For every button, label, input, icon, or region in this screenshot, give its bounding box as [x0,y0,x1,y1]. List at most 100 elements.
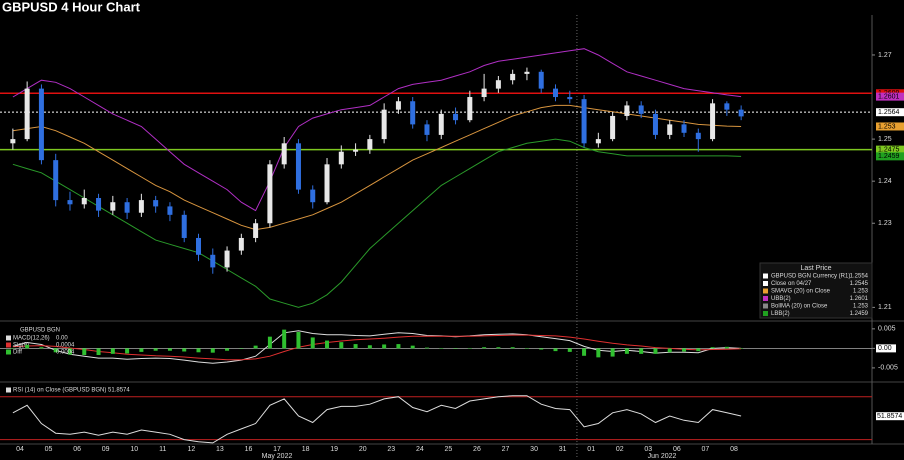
rsi-tag [876,412,904,421]
x-tick-label: 01 [587,446,595,453]
x-tick-label: 06 [73,446,81,453]
legend-swatch [763,311,768,316]
macd-bar [339,342,344,349]
macd-bar [225,348,230,351]
legend-label: Diff [13,350,22,356]
candle-body [253,223,259,238]
x-tick-label: 10 [130,446,138,453]
candle-body [181,214,187,238]
band-line [12,104,742,231]
legend-swatch [6,387,11,393]
candle-body [81,198,87,205]
candle-body [367,139,373,150]
x-tick-label: 16 [245,446,253,453]
macd-bar [210,348,215,353]
macd-bar [39,347,44,349]
legend-label: BollMA (20) on Close [771,304,828,310]
macd-bar [282,329,287,349]
legend-label: Close on 04/27 [771,281,812,287]
macd-bar [310,337,315,349]
macd-bar [424,347,429,349]
price-tag-label: 1.2459 [878,153,900,160]
candle-body [481,88,487,98]
candle-body [453,113,459,121]
macd-bar [567,348,572,352]
macd-bar [596,348,601,358]
price-tag-label: 1.253 [878,123,896,130]
candle-body [638,105,644,114]
candle-body [167,206,173,215]
macd-bar [696,348,701,352]
band-line [12,138,742,308]
y-tick-label: -0.005 [878,365,898,372]
candle-body [338,151,344,165]
y-tick-label: 1.21 [878,304,892,311]
macd-bar [253,345,258,349]
macd-bar [610,348,615,357]
candle-body [281,143,287,165]
month-label: May 2022 [262,453,293,460]
macd-bar [196,348,201,353]
macd-bar [582,348,587,356]
candle-body [624,105,630,116]
legend-swatch [6,342,11,348]
candle-body [538,71,544,89]
candle-body [652,113,658,135]
rsi-line [12,395,742,444]
macd-bar [267,336,272,349]
macd-bar [110,348,115,354]
y-tick-label: 1.25 [878,136,892,143]
candle-body [567,97,573,100]
band-line [12,48,742,212]
x-tick-label: 06 [673,446,681,453]
x-tick-label: 05 [45,446,53,453]
panel-title: RSI (14) on Close (GBPUSD BGN) 51.8574 [13,388,130,394]
legend-title: Last Price [800,265,831,272]
macd-bar [396,344,401,349]
candle-body [595,139,601,144]
macd-bar [496,347,501,349]
macd-bar [739,347,744,349]
candle-body [10,139,16,144]
legend-label: SMAVG (20) on Close [771,289,831,295]
legend-value: 1.2601 [850,296,869,302]
macd-bar [153,348,158,351]
legend-label: LBB(2) [771,311,790,317]
candle-body [124,202,130,213]
legend-swatch [6,335,11,341]
y-tick-label: 1.23 [878,220,892,227]
candle-body [24,88,30,140]
candle-body [438,113,444,135]
macd-bar [82,348,87,356]
candle-body [610,115,616,140]
legend-label: MACD(12,26) [13,336,50,342]
candle-body [467,97,473,121]
candle-body [667,124,673,135]
price-tag [876,122,904,131]
price-tag [876,145,904,154]
x-tick-label: 13 [216,446,224,453]
x-tick-label: 18 [302,446,310,453]
x-tick-label: 07 [702,446,710,453]
macd-line [12,334,742,361]
x-tick-label: 09 [102,446,110,453]
legend-label: UBB(2) [771,296,791,302]
candle-body [738,109,744,117]
x-tick-label: 20 [359,446,367,453]
candle-body [210,254,216,268]
rsi-tag-label: 51.8574 [877,413,902,420]
macd-bar [325,340,330,349]
x-tick-label: 24 [416,446,424,453]
macd-bar [639,348,644,354]
candle-body [224,250,230,268]
candle-body [724,103,730,110]
macd-bar [167,348,172,351]
candle-body [138,200,144,213]
candle-body [110,202,116,211]
macd-bar [653,348,658,354]
macd-bar [353,344,358,349]
macd-bar [467,347,472,349]
x-tick-label: 30 [530,446,538,453]
macd-bar [667,348,672,353]
